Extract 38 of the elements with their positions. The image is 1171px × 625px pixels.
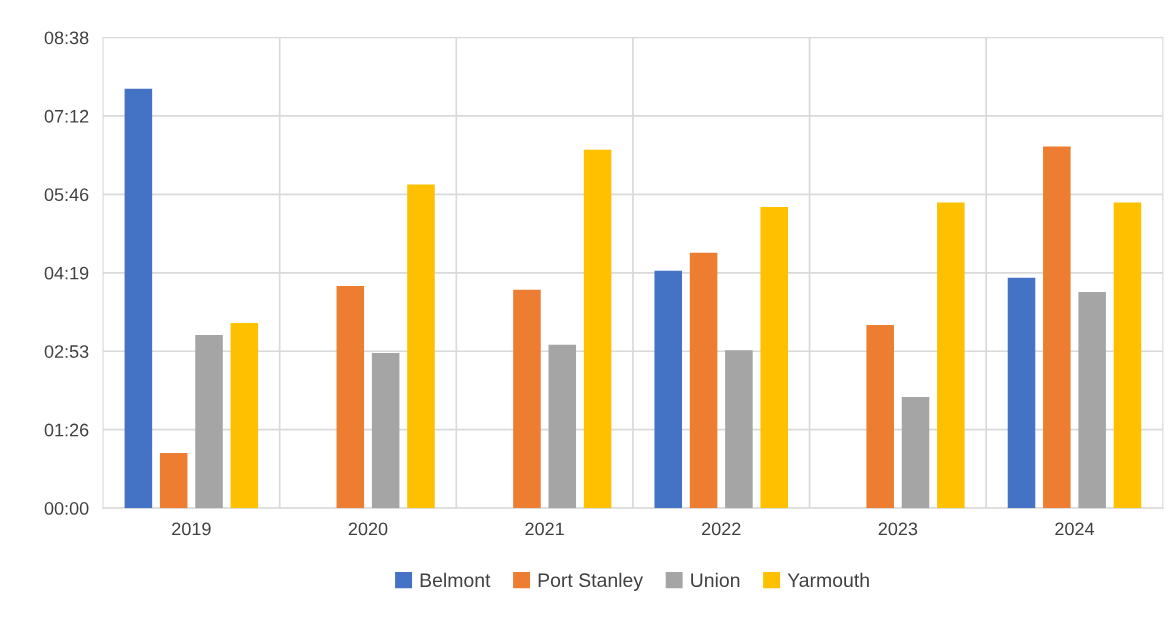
bar	[371, 352, 400, 509]
x-tick-label: 2024	[1055, 522, 1095, 536]
bar	[1113, 202, 1142, 509]
y-tick-label: 05:46	[44, 188, 89, 202]
legend-label: Belmont	[420, 572, 491, 588]
x-tick-label: 2021	[525, 522, 564, 536]
bar	[866, 325, 894, 509]
bar	[513, 289, 541, 509]
bar	[901, 397, 930, 509]
bar	[1007, 277, 1036, 509]
y-tick-label: 00:00	[44, 502, 89, 515]
legend-label: Yarmouth	[787, 572, 869, 588]
bar	[1078, 291, 1106, 509]
bar	[195, 334, 223, 509]
x-tick-label: 2022	[702, 522, 741, 536]
bar	[725, 350, 753, 509]
legend-label: Union	[691, 572, 740, 588]
bar	[548, 344, 577, 509]
y-tick-label: 01:26	[44, 423, 89, 437]
y-tick-label: 08:38	[44, 31, 89, 45]
bar	[583, 149, 612, 509]
y-tick-label: 02:53	[44, 345, 89, 358]
x-tick-label: 2019	[172, 522, 211, 536]
bar	[124, 88, 153, 509]
bar	[159, 453, 188, 509]
y-tick-label: 07:12	[44, 109, 89, 123]
bar	[654, 270, 683, 509]
bar	[230, 322, 259, 509]
y-tick-label: 04:19	[44, 266, 89, 280]
bar	[336, 285, 365, 509]
legend-label: Port Stanley	[538, 572, 644, 591]
bar	[937, 202, 965, 509]
bar	[1043, 146, 1071, 509]
bar	[689, 252, 718, 509]
bar	[407, 184, 435, 509]
x-tick-label: 2020	[348, 522, 388, 536]
bar	[760, 206, 788, 509]
x-tick-label: 2023	[878, 522, 918, 536]
